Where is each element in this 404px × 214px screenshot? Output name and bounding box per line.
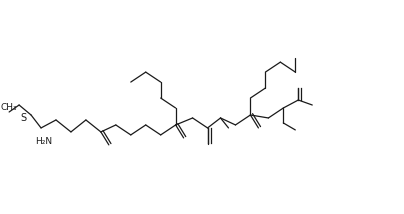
Text: H₂N: H₂N	[36, 137, 53, 146]
Text: CH₃: CH₃	[1, 104, 17, 113]
Text: S: S	[20, 113, 26, 123]
